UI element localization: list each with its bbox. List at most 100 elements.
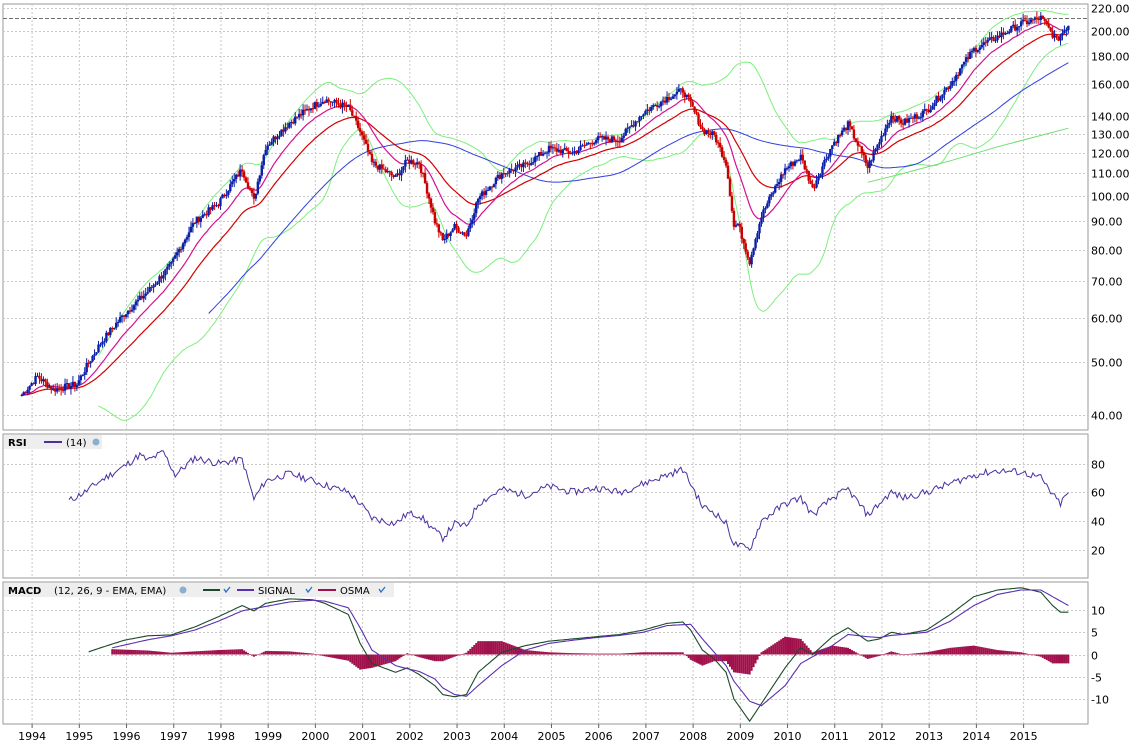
osma-bar	[451, 654, 454, 658]
osma-bar	[453, 654, 456, 657]
candle-down	[897, 115, 901, 120]
candle-down	[376, 165, 380, 170]
osma-bar	[803, 643, 806, 655]
osma-bar	[317, 654, 320, 656]
osma-bar	[561, 652, 564, 655]
osma-bar	[504, 642, 507, 655]
candle-up	[760, 217, 763, 224]
candle-up	[71, 381, 75, 386]
osma-bar	[571, 653, 574, 655]
osma-bar	[400, 654, 403, 658]
osma-bar	[1014, 651, 1017, 655]
candle-up	[1008, 31, 1011, 34]
candle-down	[57, 388, 61, 390]
candle-up	[931, 106, 934, 110]
candle-down	[703, 129, 706, 135]
macd-tick-label: 10	[1091, 605, 1105, 618]
osma-bar	[180, 652, 183, 655]
osma-bar	[963, 646, 966, 655]
osma-bar	[524, 650, 527, 655]
candle-down	[61, 390, 65, 392]
osma-bar	[211, 650, 214, 655]
candle-down	[364, 139, 368, 144]
osma-bar	[335, 654, 338, 659]
candle-down	[730, 195, 734, 211]
candle-down	[835, 141, 838, 144]
osma-bar	[976, 646, 979, 655]
candle-down	[1047, 24, 1050, 28]
candle-down	[345, 105, 348, 107]
candle-down	[732, 210, 736, 227]
candle-down	[693, 106, 696, 113]
osma-bar	[191, 651, 194, 655]
candle-up	[976, 49, 980, 52]
osma-bar	[703, 654, 706, 665]
candle-down	[327, 99, 330, 102]
x-tick-label: 2015	[1010, 730, 1038, 743]
candle-up	[331, 101, 334, 103]
osma-bar	[778, 640, 781, 655]
check-icon	[223, 586, 231, 594]
osma-bar	[309, 653, 312, 655]
candle-down	[862, 152, 865, 156]
osma-bar	[668, 652, 670, 655]
candle-up	[400, 170, 403, 176]
candle-up	[815, 180, 818, 188]
candle-up	[842, 127, 846, 131]
osma-bar	[245, 651, 248, 655]
osma-bar	[605, 653, 608, 655]
candle-down	[606, 136, 610, 140]
candle-up	[980, 45, 983, 48]
osma-bar	[357, 654, 360, 669]
candle-up	[116, 321, 120, 323]
candle-up	[319, 103, 322, 106]
osma-bar	[634, 652, 637, 655]
osma-bar	[424, 654, 427, 659]
osma-bar	[626, 653, 629, 655]
candle-up	[321, 101, 324, 104]
candle-up	[919, 117, 923, 119]
osma-bar	[862, 654, 865, 657]
candle-up	[174, 255, 177, 259]
osma-bar	[797, 638, 800, 655]
candle-down	[274, 136, 277, 140]
osma-bar	[158, 651, 161, 655]
osma-bar	[197, 651, 200, 655]
candle-down	[740, 226, 743, 239]
candle-down	[417, 162, 421, 165]
osma-bar	[967, 646, 970, 655]
candle-down	[54, 388, 57, 392]
candle-down	[984, 42, 987, 44]
candle-up	[26, 389, 29, 393]
candle-down	[524, 162, 527, 164]
candle-up	[638, 116, 641, 122]
osma-bar	[858, 654, 861, 656]
candle-up	[486, 189, 490, 191]
candle-down	[1055, 35, 1058, 38]
candle-down	[179, 249, 183, 251]
candle-up	[105, 332, 108, 342]
candle-down	[447, 233, 450, 236]
osma-bar	[799, 638, 802, 655]
osma-bar	[260, 652, 263, 655]
osma-bar	[856, 653, 859, 655]
price-tick-label: 130.00	[1091, 129, 1130, 142]
osma-bar	[850, 650, 853, 655]
price-tick-label: 50.00	[1091, 357, 1123, 370]
candle-down	[128, 310, 132, 312]
osma-bar	[699, 654, 702, 665]
candle-up	[471, 219, 474, 224]
candle-down	[246, 182, 250, 189]
candle-down	[380, 164, 383, 169]
osma-bar	[734, 654, 737, 673]
osma-bar	[728, 654, 731, 667]
osma-bar	[168, 652, 171, 655]
osma-bar	[730, 654, 733, 670]
osma-bar	[782, 637, 785, 655]
candle-down	[738, 223, 742, 227]
osma-bar	[835, 646, 838, 655]
osma-bar	[227, 649, 230, 655]
slow-ema-line	[21, 33, 1069, 396]
osma-bar	[811, 652, 814, 655]
osma-bar	[827, 646, 830, 655]
